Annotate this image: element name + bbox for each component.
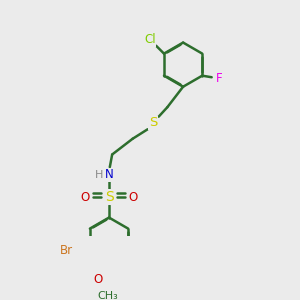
Text: N: N [105, 169, 113, 182]
Text: O: O [93, 272, 103, 286]
Text: S: S [149, 116, 157, 130]
Text: H: H [95, 170, 104, 180]
Text: Br: Br [60, 244, 73, 257]
Text: F: F [216, 72, 223, 85]
Text: Cl: Cl [144, 33, 156, 46]
Text: O: O [81, 190, 90, 204]
Text: S: S [105, 190, 113, 204]
Text: O: O [128, 190, 137, 204]
Text: CH₃: CH₃ [97, 291, 118, 300]
